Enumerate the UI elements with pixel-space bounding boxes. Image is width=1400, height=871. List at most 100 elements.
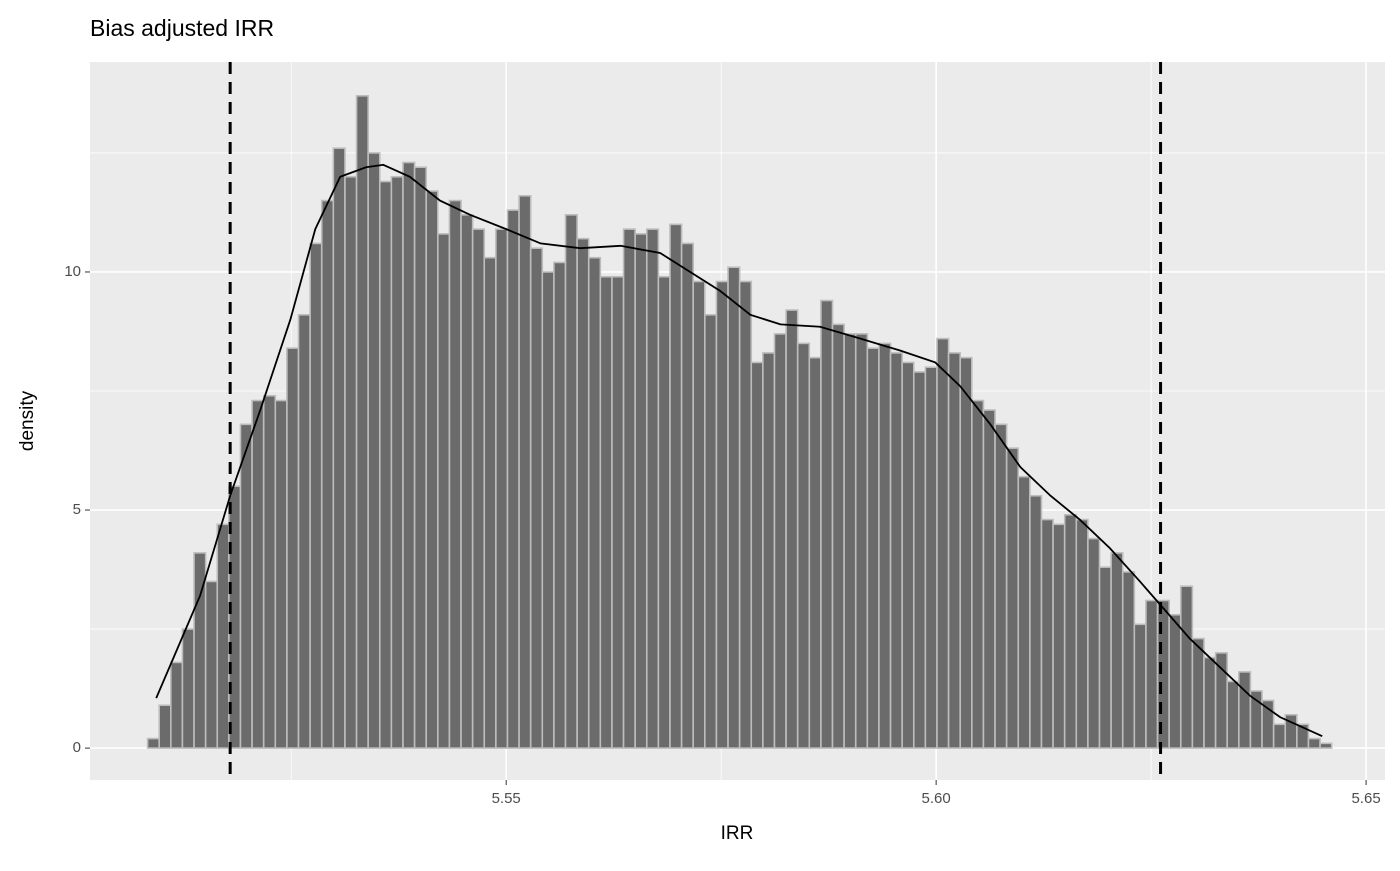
bar bbox=[1052, 523, 1066, 749]
bar bbox=[1238, 671, 1252, 749]
bar bbox=[158, 704, 172, 749]
bar bbox=[1005, 447, 1020, 749]
bar bbox=[715, 280, 729, 749]
bar bbox=[1110, 552, 1124, 749]
bar bbox=[413, 166, 428, 749]
bar bbox=[785, 309, 799, 749]
bar bbox=[471, 228, 486, 749]
bar bbox=[878, 342, 892, 749]
bar bbox=[994, 423, 1008, 749]
bar bbox=[390, 175, 404, 749]
bar bbox=[181, 628, 195, 749]
bar bbox=[1029, 494, 1043, 749]
bar bbox=[704, 314, 718, 749]
bar bbox=[1203, 656, 1217, 749]
bar bbox=[982, 409, 996, 749]
bar bbox=[332, 147, 346, 749]
bar bbox=[320, 199, 335, 749]
bar bbox=[1226, 680, 1240, 749]
bar bbox=[912, 371, 927, 749]
bar bbox=[727, 266, 741, 749]
y-tick-label: 5 bbox=[73, 501, 81, 518]
bar bbox=[738, 280, 753, 749]
bar bbox=[1145, 599, 1159, 749]
bar bbox=[1272, 723, 1287, 749]
bar bbox=[216, 523, 230, 749]
bar bbox=[460, 214, 474, 749]
bar bbox=[506, 209, 520, 749]
bar bbox=[762, 352, 776, 749]
bar bbox=[1319, 742, 1333, 749]
x-tick-label: 5.65 bbox=[1351, 790, 1380, 807]
bar bbox=[936, 337, 950, 749]
bar bbox=[1063, 513, 1078, 749]
bar bbox=[541, 271, 555, 749]
bar bbox=[634, 233, 648, 749]
bar bbox=[1179, 585, 1194, 749]
bar bbox=[901, 361, 915, 749]
bar bbox=[564, 214, 578, 749]
bar bbox=[645, 228, 660, 749]
bar bbox=[1214, 652, 1229, 749]
bar bbox=[611, 275, 625, 749]
y-tick-label: 10 bbox=[64, 263, 81, 280]
x-tick-label: 5.55 bbox=[492, 790, 521, 807]
y-axis-label: density bbox=[17, 390, 38, 451]
bar bbox=[309, 242, 323, 749]
bar bbox=[448, 199, 462, 749]
bar bbox=[1121, 571, 1136, 749]
bar bbox=[599, 275, 613, 749]
bar bbox=[262, 394, 277, 749]
bar bbox=[831, 323, 845, 749]
bar bbox=[843, 333, 857, 749]
x-axis-label: IRR bbox=[721, 823, 754, 844]
bar bbox=[854, 333, 869, 749]
bar bbox=[355, 95, 369, 749]
bar bbox=[378, 180, 393, 749]
bar bbox=[483, 256, 497, 749]
bar bbox=[947, 352, 962, 749]
bar bbox=[1017, 475, 1031, 749]
bar bbox=[750, 361, 764, 749]
bar bbox=[959, 356, 973, 749]
bar bbox=[425, 190, 439, 749]
bar bbox=[1191, 637, 1205, 749]
bar bbox=[495, 228, 509, 749]
x-tick-label: 5.60 bbox=[922, 790, 951, 807]
bar bbox=[170, 661, 184, 749]
bar bbox=[1040, 518, 1054, 749]
bar bbox=[657, 275, 671, 749]
y-tick-label: 0 bbox=[73, 739, 81, 756]
bar bbox=[680, 242, 695, 749]
bar bbox=[251, 399, 265, 749]
bar bbox=[146, 737, 161, 749]
bar bbox=[622, 228, 636, 749]
bar bbox=[553, 261, 567, 749]
bar bbox=[796, 342, 811, 749]
bar bbox=[297, 314, 311, 749]
bar bbox=[437, 233, 451, 749]
bar bbox=[669, 223, 683, 749]
bar bbox=[274, 399, 288, 749]
bar bbox=[344, 175, 358, 749]
bar bbox=[1296, 723, 1310, 749]
bar bbox=[1168, 613, 1182, 749]
bar bbox=[808, 356, 822, 749]
bar bbox=[1133, 623, 1147, 749]
bar bbox=[1075, 518, 1089, 749]
bar bbox=[971, 399, 985, 749]
bar bbox=[820, 299, 834, 749]
bar bbox=[1307, 737, 1321, 749]
bar bbox=[924, 366, 938, 749]
bar bbox=[1098, 566, 1112, 749]
bar bbox=[866, 347, 880, 749]
bar bbox=[239, 423, 253, 749]
bar bbox=[402, 161, 416, 749]
bar bbox=[773, 333, 787, 749]
bar bbox=[587, 256, 602, 749]
density-curve bbox=[155, 163, 1323, 738]
bar bbox=[692, 280, 706, 749]
bar bbox=[889, 352, 903, 749]
bar bbox=[518, 194, 532, 749]
bar bbox=[1087, 537, 1101, 749]
